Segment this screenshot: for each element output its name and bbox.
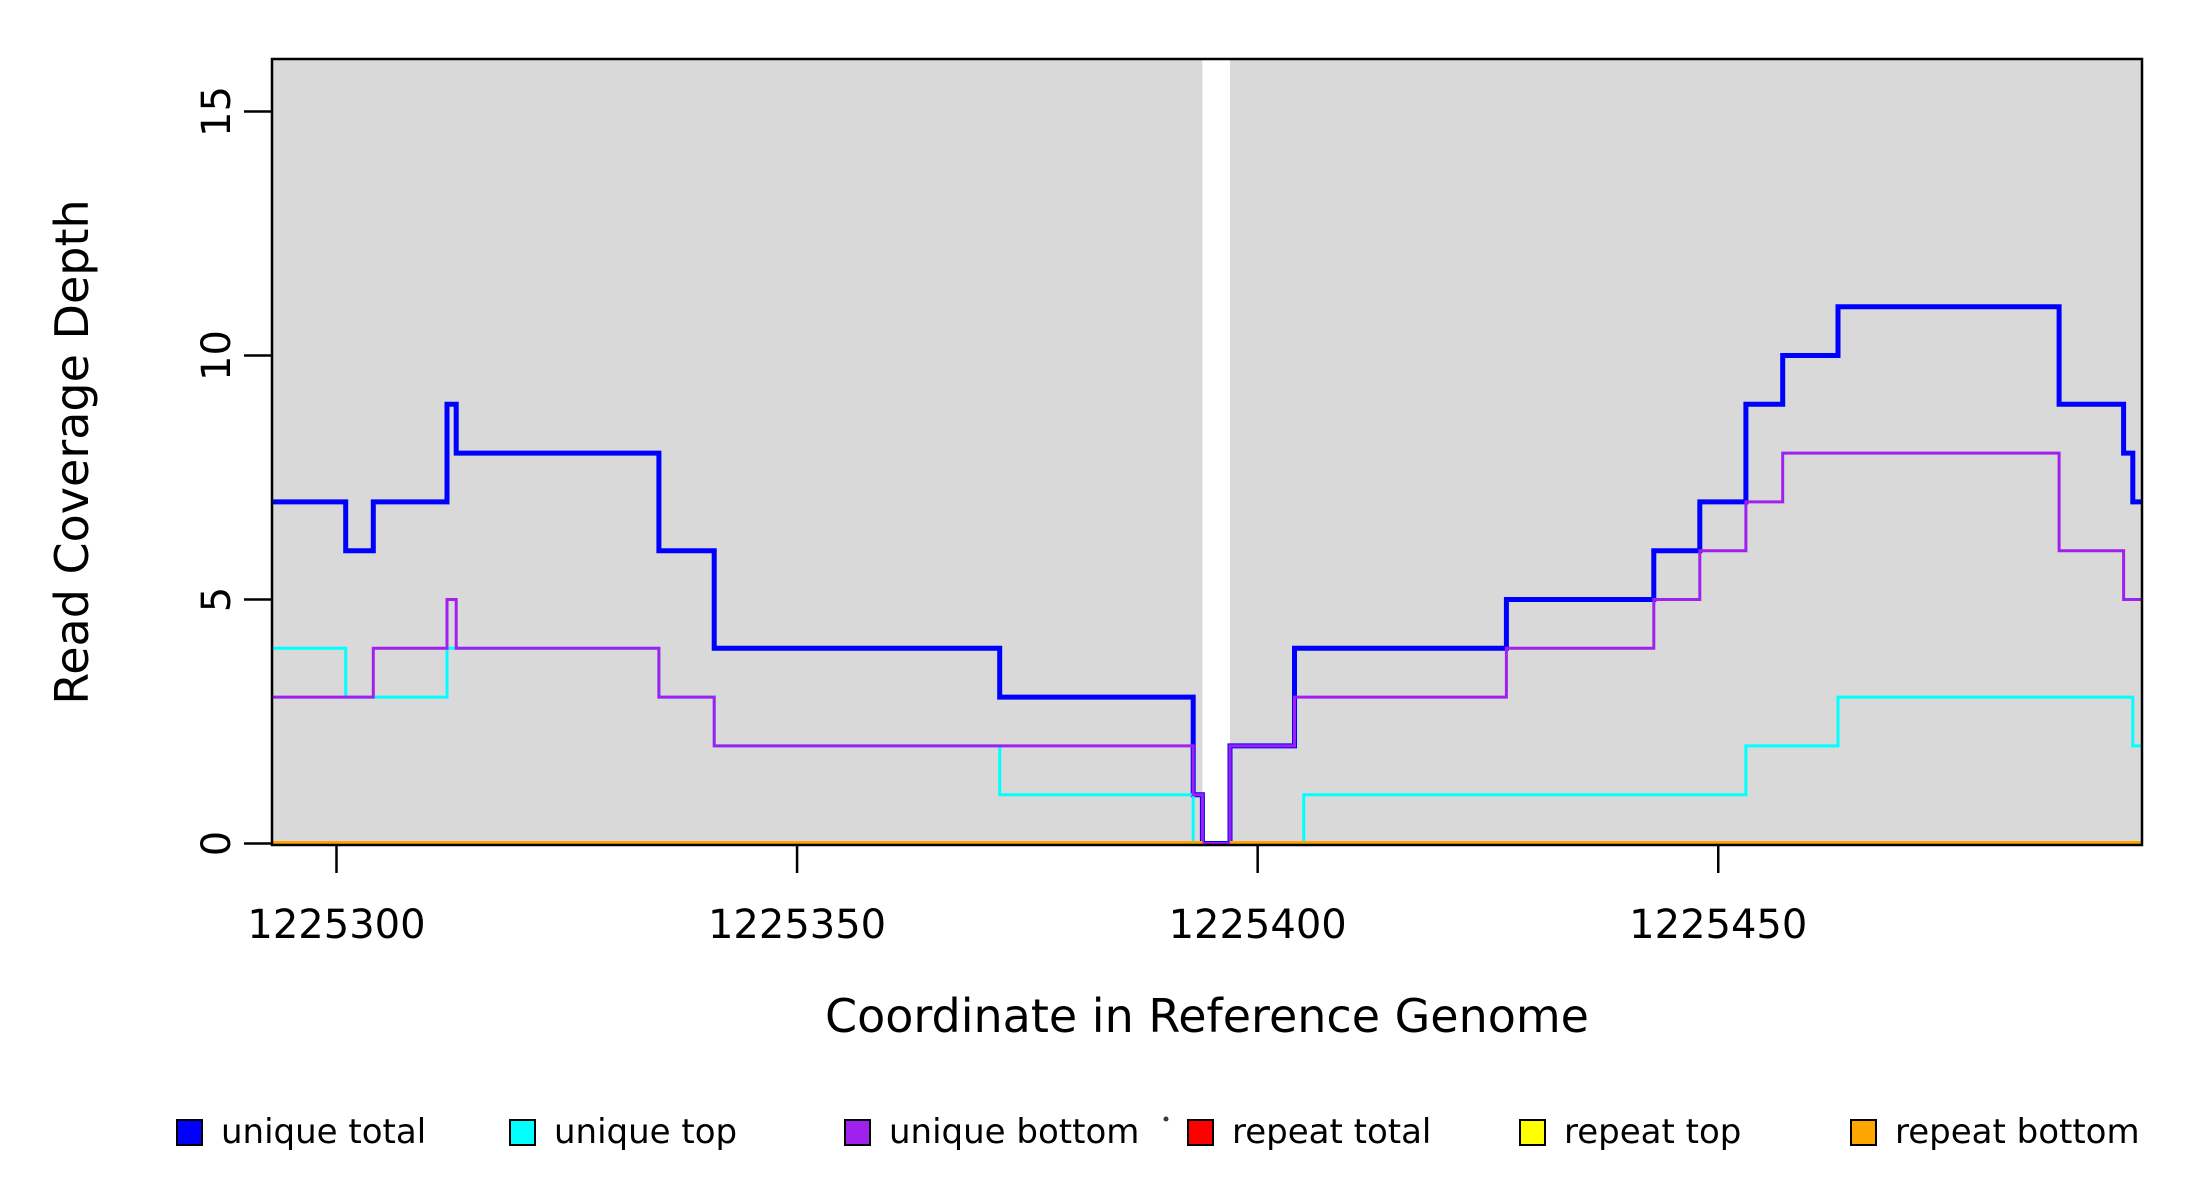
x-tick-label: 1225300 — [247, 902, 425, 948]
legend-item: repeat bottom — [1850, 1112, 2140, 1152]
legend-label: unique top — [554, 1112, 737, 1152]
stray-dot — [1163, 1116, 1169, 1122]
legend-label: unique total — [221, 1112, 426, 1152]
x-tick-label: 1225350 — [708, 902, 886, 948]
x-tick-label: 1225400 — [1169, 902, 1347, 948]
legend-swatch-repeat-total — [1187, 1119, 1214, 1146]
legend-swatch-repeat-top — [1519, 1119, 1546, 1146]
legend-label: repeat total — [1232, 1112, 1431, 1152]
legend-item: repeat total — [1187, 1112, 1431, 1152]
plot-border — [270, 57, 2144, 847]
legend-label: unique bottom — [889, 1112, 1139, 1152]
x-tick-label: 1225450 — [1629, 902, 1807, 948]
legend-item: unique total — [176, 1112, 426, 1152]
legend-label: repeat bottom — [1895, 1112, 2140, 1152]
y-tick-label: 5 — [194, 587, 240, 612]
legend-swatch-unique-bottom — [844, 1119, 871, 1146]
legend-item: unique bottom — [844, 1112, 1139, 1152]
series-line-unique-top — [272, 646, 2142, 845]
y-tick-label: 15 — [194, 86, 240, 137]
series-line-unique-bottom — [272, 451, 2142, 845]
plot-area-group: 1225300 1225350 1225400 1225450 0 5 10 15 — [194, 57, 2144, 948]
legend-swatch-unique-top — [509, 1119, 536, 1146]
no-data-band — [1202, 60, 1231, 844]
legend-label: repeat top — [1564, 1112, 1741, 1152]
y-tick-label: 10 — [194, 330, 240, 381]
y-tick-label: 0 — [194, 831, 240, 856]
x-axis-title: Coordinate in Reference Genome — [825, 989, 1589, 1043]
legend-swatch-repeat-bottom — [1850, 1119, 1877, 1146]
legend-item: unique top — [509, 1112, 737, 1152]
legend-swatch-unique-total — [176, 1119, 203, 1146]
legend: unique total unique top unique bottom re… — [176, 1112, 2140, 1152]
y-axis-title: Read Coverage Depth — [45, 199, 99, 704]
legend-item: repeat top — [1519, 1112, 1741, 1152]
